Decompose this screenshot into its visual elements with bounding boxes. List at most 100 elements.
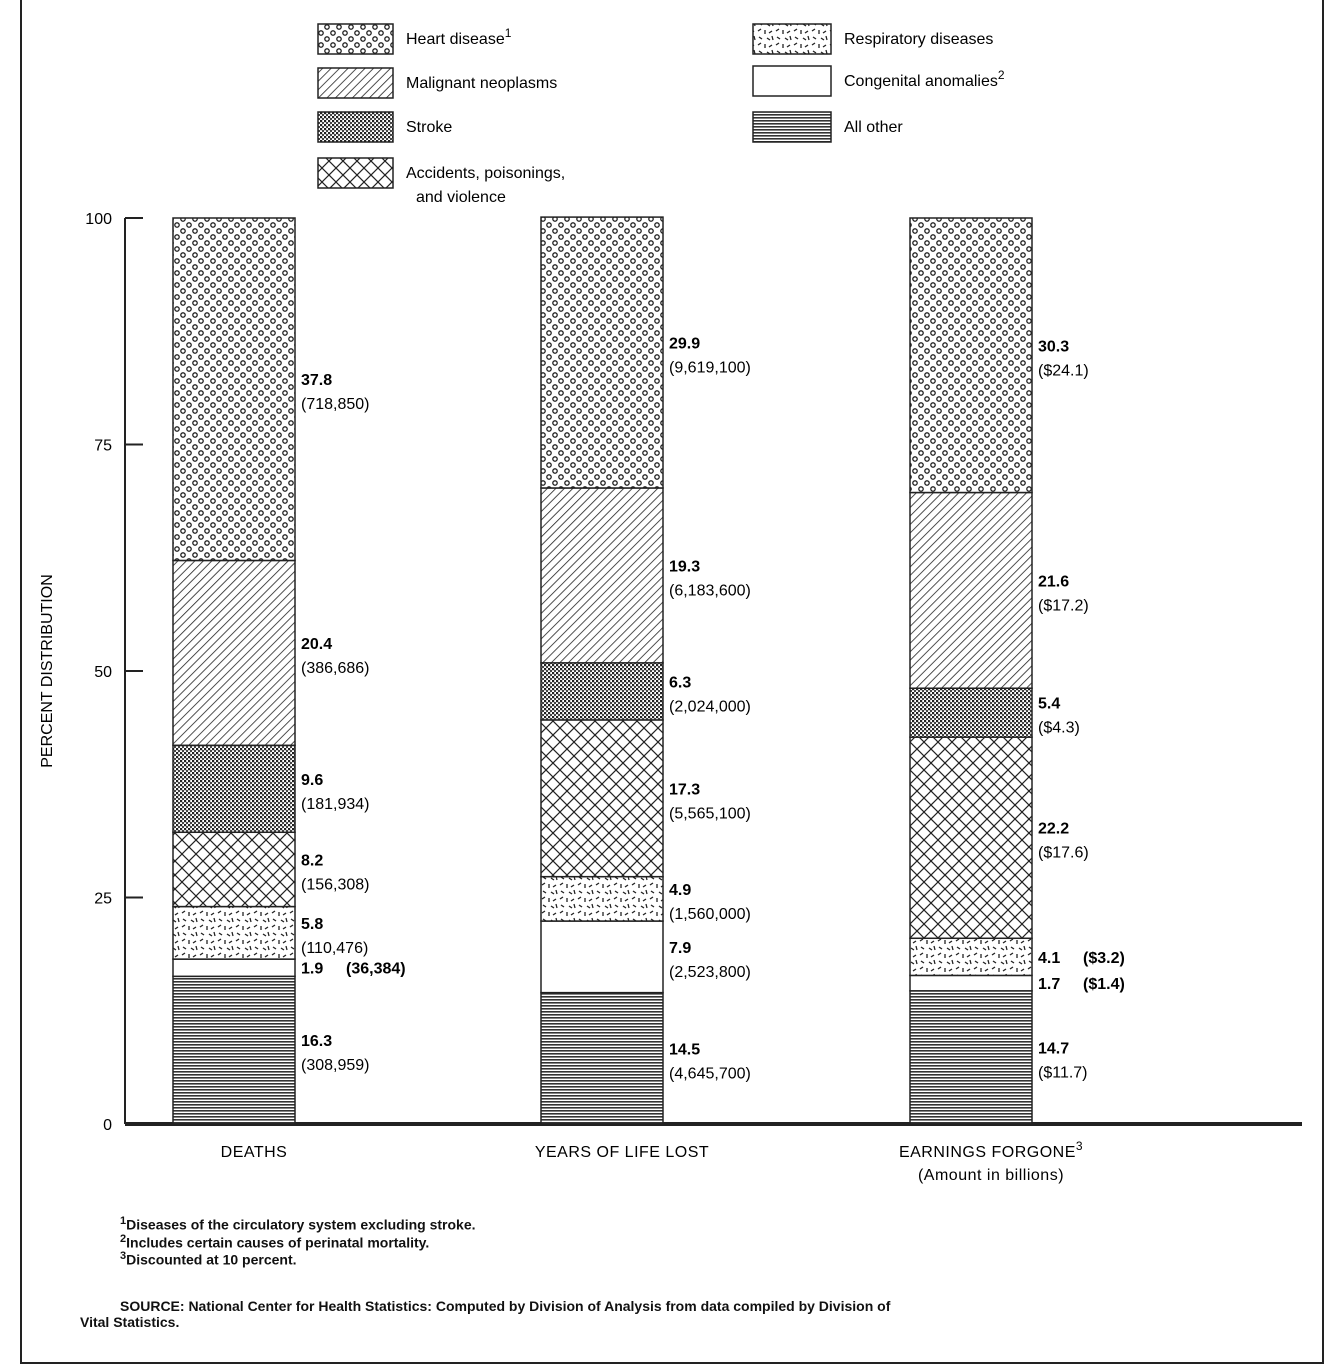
source-note: SOURCE: National Center for Health Stati… bbox=[80, 1298, 1280, 1330]
footnote-1: 1Diseases of the circulatory system excl… bbox=[120, 1215, 476, 1233]
bar-segment-2-4 bbox=[909, 687, 1033, 738]
paren-label: (4,645,700) bbox=[669, 1065, 751, 1082]
bar-segment-1-1 bbox=[540, 920, 664, 994]
bar-segment-0-6 bbox=[172, 217, 296, 562]
bar-segment-2-2 bbox=[909, 937, 1033, 977]
category-sublabel-2: (Amount in billions) bbox=[918, 1167, 1064, 1184]
bar-segment-0-3 bbox=[172, 831, 296, 908]
paren-label: ($4.3) bbox=[1038, 720, 1080, 737]
legend-text: Congenital anomalies bbox=[844, 73, 998, 90]
paren-label: (181,934) bbox=[301, 796, 370, 813]
value-label: 37.8 bbox=[301, 372, 332, 389]
value-label: 4.1 bbox=[1038, 950, 1060, 967]
paren-label: (386,686) bbox=[301, 660, 370, 677]
value-label: 9.6 bbox=[301, 772, 323, 789]
bar-segment-2-3 bbox=[909, 736, 1033, 940]
value-label: 8.2 bbox=[301, 852, 323, 869]
footnote-mark: 3 bbox=[120, 1250, 127, 1263]
legend-swatch-4 bbox=[317, 111, 394, 143]
value-label: 19.3 bbox=[669, 558, 700, 575]
legend-label-5: Malignant neoplasms bbox=[406, 75, 557, 92]
value-label: 6.3 bbox=[669, 674, 691, 691]
category-name: YEARS OF LIFE LOST bbox=[535, 1144, 709, 1161]
paren-label: (1,560,000) bbox=[669, 906, 751, 923]
bar-segment-1-4 bbox=[540, 662, 664, 721]
bar-segment-2-0 bbox=[909, 990, 1033, 1125]
paren-label: ($11.7) bbox=[1038, 1064, 1088, 1081]
footnote-mark: 1 bbox=[120, 1215, 127, 1227]
y-axis-title: PERCENT DISTRIBUTION bbox=[39, 574, 56, 768]
value-label: 1.7 bbox=[1038, 976, 1060, 993]
footnote-2: 2Includes certain causes of perinatal mo… bbox=[120, 1233, 476, 1251]
footnote-text: Discounted at 10 percent. bbox=[126, 1251, 297, 1268]
category-label-0: DEATHS bbox=[221, 1144, 288, 1161]
bar-segment-1-2 bbox=[540, 875, 664, 922]
value-label: 14.7 bbox=[1038, 1040, 1069, 1057]
paren-label: (2,024,000) bbox=[669, 698, 751, 715]
bar-segment-2-1 bbox=[909, 974, 1033, 992]
y-tick-label-50: 50 bbox=[94, 664, 112, 681]
paren-label: (6,183,600) bbox=[669, 582, 751, 599]
value-label: 20.4 bbox=[301, 636, 332, 653]
source-line-1: SOURCE: National Center for Health Stati… bbox=[120, 1298, 891, 1314]
footnote-mark: 2 bbox=[120, 1232, 127, 1245]
paren-label: (2,523,800) bbox=[669, 964, 751, 981]
category-name: DEATHS bbox=[221, 1144, 288, 1161]
legend-sup: 2 bbox=[998, 68, 1005, 82]
legend-swatch-2 bbox=[752, 23, 832, 55]
value-label: 14.5 bbox=[669, 1041, 700, 1058]
bar-segment-0-4 bbox=[172, 744, 296, 834]
value-label: 5.4 bbox=[1038, 696, 1060, 713]
bar-segment-0-5 bbox=[172, 559, 296, 747]
y-tick-label-25: 25 bbox=[94, 891, 112, 908]
bar-segment-1-5 bbox=[540, 487, 664, 664]
legend-text: Stroke bbox=[406, 119, 452, 136]
stacked-bar-chart: Heart disease1 Malignant neoplasms Stroke A… bbox=[39, 23, 1302, 1184]
category-name: EARNINGS FORGONE bbox=[899, 1144, 1076, 1161]
value-label: 22.2 bbox=[1038, 821, 1069, 838]
bar-segment-0-1 bbox=[172, 958, 296, 978]
footnote-3: 3Discounted at 10 percent. bbox=[120, 1250, 476, 1268]
legend-text: Malignant neoplasms bbox=[406, 75, 557, 92]
y-tick-label-0: 0 bbox=[103, 1117, 112, 1134]
paren-label: ($17.6) bbox=[1038, 845, 1089, 862]
legend-label-1: Congenital anomalies2 bbox=[844, 68, 1005, 90]
legend-label-6: Heart disease1 bbox=[406, 26, 512, 48]
paren-label: (308,959) bbox=[301, 1057, 370, 1074]
legend-label-4: Stroke bbox=[406, 119, 452, 136]
y-tick-label-100: 100 bbox=[85, 211, 112, 228]
legend-label-3: Accidents, poisonings, bbox=[406, 165, 565, 182]
value-label: 17.3 bbox=[669, 781, 700, 798]
value-label: 30.3 bbox=[1038, 338, 1069, 355]
value-label: 29.9 bbox=[669, 336, 700, 353]
legend-swatch-1 bbox=[752, 65, 832, 97]
paren-label: (36,384) bbox=[346, 961, 406, 978]
category-sup: 3 bbox=[1076, 1139, 1083, 1153]
legend-label-2: Respiratory diseases bbox=[844, 31, 993, 48]
legend-text: Heart disease bbox=[406, 31, 505, 48]
legend-label-0: All other bbox=[844, 119, 903, 136]
paren-label: (5,565,100) bbox=[669, 805, 751, 822]
paren-label: (9,619,100) bbox=[669, 360, 751, 377]
paren-label: (110,476) bbox=[301, 940, 368, 957]
value-label: 7.9 bbox=[669, 940, 691, 957]
bar-segment-0-2 bbox=[172, 905, 296, 960]
value-label: 1.9 bbox=[301, 961, 323, 978]
category-label-1: YEARS OF LIFE LOST bbox=[535, 1144, 709, 1161]
bar-segment-0-0 bbox=[172, 975, 296, 1125]
legend-swatch-0 bbox=[752, 111, 832, 143]
paren-label: ($1.4) bbox=[1083, 976, 1125, 993]
footnote-text: Includes certain causes of perinatal mor… bbox=[126, 1234, 430, 1251]
bar-segment-1-3 bbox=[540, 719, 664, 878]
value-label: 21.6 bbox=[1038, 573, 1069, 590]
legend-swatch-6 bbox=[317, 23, 394, 55]
paren-label: (718,850) bbox=[301, 396, 370, 413]
legend-sup: 1 bbox=[505, 26, 512, 40]
value-label: 4.9 bbox=[669, 882, 691, 899]
legend-swatch-3 bbox=[317, 157, 394, 189]
source-line-2: Vital Statistics. bbox=[80, 1314, 180, 1330]
legend-swatch-5 bbox=[317, 67, 394, 99]
footnotes: 1Diseases of the circulatory system excl… bbox=[120, 1215, 476, 1268]
footnote-text: Diseases of the circulatory system exclu… bbox=[126, 1216, 476, 1233]
paren-label: ($17.2) bbox=[1038, 597, 1089, 614]
